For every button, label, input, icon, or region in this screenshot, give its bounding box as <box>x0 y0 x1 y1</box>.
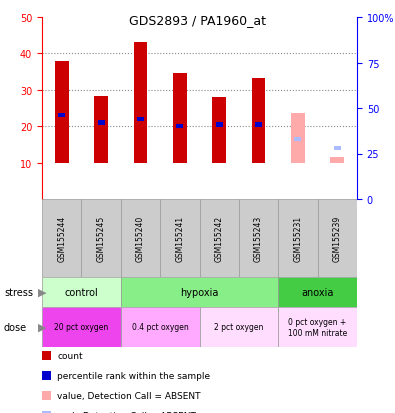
Text: GSM155231: GSM155231 <box>293 216 303 261</box>
Bar <box>98 121 105 126</box>
Bar <box>42 307 121 347</box>
Bar <box>42 277 121 307</box>
Text: hypoxia: hypoxia <box>180 287 219 297</box>
Text: rank, Detection Call = ABSENT: rank, Detection Call = ABSENT <box>57 411 196 413</box>
Text: GSM155240: GSM155240 <box>136 215 145 261</box>
Text: 20 pct oxygen: 20 pct oxygen <box>54 323 109 332</box>
Text: GSM155244: GSM155244 <box>57 215 66 261</box>
Bar <box>255 123 262 127</box>
Bar <box>278 199 318 277</box>
Bar <box>160 199 199 277</box>
Text: GSM155239: GSM155239 <box>333 215 342 261</box>
Bar <box>294 138 301 142</box>
Bar <box>134 43 147 163</box>
Bar <box>239 199 278 277</box>
Bar <box>291 114 305 163</box>
Bar <box>216 123 223 127</box>
Bar <box>334 147 341 151</box>
Text: percentile rank within the sample: percentile rank within the sample <box>57 371 210 380</box>
Text: GSM155241: GSM155241 <box>175 216 184 261</box>
Bar <box>121 307 199 347</box>
Bar <box>94 97 108 163</box>
Bar <box>137 117 144 122</box>
Bar <box>121 277 278 307</box>
Bar <box>278 277 357 307</box>
Bar <box>318 199 357 277</box>
Bar <box>199 199 239 277</box>
Text: 0.4 pct oxygen: 0.4 pct oxygen <box>132 323 188 332</box>
Bar <box>81 199 121 277</box>
Text: ▶: ▶ <box>38 287 46 297</box>
Bar <box>199 307 278 347</box>
Text: anoxia: anoxia <box>301 287 334 297</box>
Bar <box>55 62 69 163</box>
Text: GDS2893 / PA1960_at: GDS2893 / PA1960_at <box>129 14 266 27</box>
Bar <box>212 98 226 163</box>
Bar <box>278 307 357 347</box>
Bar <box>176 125 183 129</box>
Text: GSM155245: GSM155245 <box>96 215 105 261</box>
Bar <box>173 74 187 163</box>
Bar <box>252 79 265 163</box>
Text: 2 pct oxygen: 2 pct oxygen <box>214 323 263 332</box>
Text: dose: dose <box>4 322 27 332</box>
Text: 0 pct oxygen +
100 mM nitrate: 0 pct oxygen + 100 mM nitrate <box>288 318 347 337</box>
Bar <box>331 158 344 163</box>
Text: count: count <box>57 351 83 360</box>
Text: stress: stress <box>4 287 33 297</box>
Text: control: control <box>64 287 98 297</box>
Text: value, Detection Call = ABSENT: value, Detection Call = ABSENT <box>57 391 201 400</box>
Bar <box>58 114 65 118</box>
Text: GSM155242: GSM155242 <box>215 216 224 261</box>
Text: ▶: ▶ <box>38 322 46 332</box>
Text: GSM155243: GSM155243 <box>254 215 263 261</box>
Bar <box>121 199 160 277</box>
Bar <box>42 199 81 277</box>
